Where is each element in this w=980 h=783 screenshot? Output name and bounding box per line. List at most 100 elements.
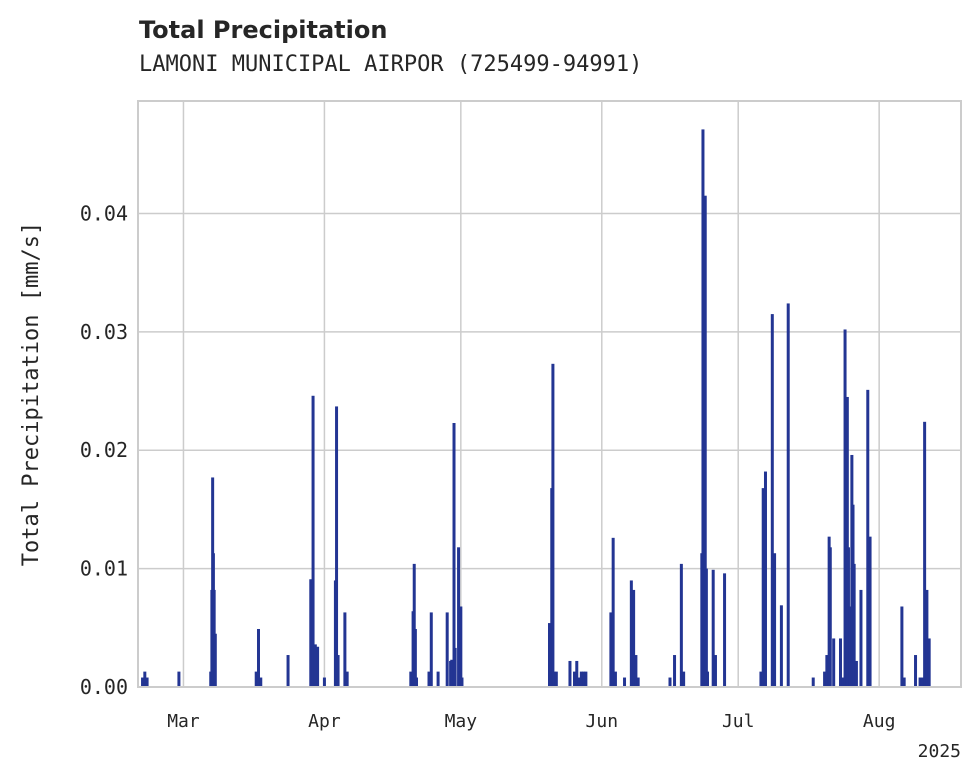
precipitation-bar — [854, 660, 858, 687]
precipitation-bar — [213, 633, 217, 687]
precipitation-bar — [548, 623, 551, 687]
precipitation-bar — [582, 671, 586, 687]
precipitation-bar — [868, 536, 872, 687]
grid-lines — [138, 101, 961, 688]
precipitation-bar — [811, 677, 815, 687]
precipitation-bar — [311, 395, 315, 687]
precipitation-bar — [673, 655, 677, 687]
precipitation-bar — [427, 671, 431, 687]
precipitation-bar — [841, 677, 845, 687]
precipitation-bar — [554, 671, 558, 687]
precipitation-bar — [759, 671, 763, 687]
precipitation-bar — [920, 677, 924, 687]
y-axis-ticks: 0.00 0.01 0.02 0.03 0.04 — [80, 201, 128, 699]
precipitation-bar — [413, 628, 417, 687]
precipitation-bar — [309, 579, 313, 687]
y-axis-label: Total Precipitation [mm/s] — [19, 222, 44, 566]
precipitation-bar — [412, 563, 416, 687]
x-axis-ticks: Mar Apr May Jun Jul Aug — [167, 711, 895, 732]
y-tick-label: 0.00 — [80, 675, 128, 699]
precipitation-bar — [453, 647, 457, 687]
precipitation-bar — [141, 677, 145, 687]
precipitation-bar — [845, 396, 849, 687]
precipitation-bar — [706, 671, 710, 687]
precipitation-bar — [832, 638, 836, 687]
y-tick-label: 0.04 — [80, 201, 128, 225]
precipitation-bar — [445, 612, 449, 687]
y-tick-label: 0.03 — [80, 320, 128, 344]
y-tick-label: 0.02 — [80, 438, 128, 462]
precipitation-bar — [460, 677, 464, 687]
x-tick-label: Mar — [167, 711, 200, 732]
precipitation-bar — [316, 646, 320, 687]
precipitation-bar — [704, 568, 708, 687]
x-axis-year-label: 2025 — [918, 741, 961, 762]
precipitation-bar — [577, 677, 581, 687]
precipitation-bar — [866, 389, 870, 687]
precipitation-bar — [927, 638, 931, 687]
precipitation-bar — [343, 612, 347, 687]
precipitation-bar — [703, 195, 707, 687]
precipitation-bar — [259, 677, 263, 687]
precipitation-bar — [613, 671, 617, 687]
precipitation-bar — [773, 553, 777, 687]
precipitation-bar — [322, 677, 326, 687]
chart-title: Total Precipitation — [139, 16, 388, 44]
precipitation-bar — [668, 677, 672, 687]
precipitation-bar — [409, 671, 413, 687]
precipitation-bar — [579, 671, 583, 687]
precipitation-bar — [925, 589, 929, 687]
precipitation-bar — [636, 677, 640, 687]
precipitation-bars — [141, 129, 931, 688]
precipitation-bar — [859, 589, 863, 687]
precipitation-bar — [763, 471, 767, 687]
precipitation-bar — [254, 671, 258, 687]
precipitation-bar — [629, 580, 633, 687]
precipitation-bar — [634, 655, 638, 687]
precipitation-bar — [568, 660, 572, 687]
precipitation-bar — [457, 547, 461, 687]
x-tick-label: May — [445, 711, 478, 732]
precipitation-bar — [770, 314, 774, 687]
precipitation-bar — [682, 671, 686, 687]
precipitation-bar — [611, 537, 615, 687]
precipitation-bar — [711, 569, 715, 687]
precipitation-bar — [779, 605, 783, 687]
x-tick-label: Apr — [308, 711, 341, 732]
precipitation-bar — [679, 563, 683, 687]
precipitation-bar — [902, 677, 906, 687]
precipitation-bar — [335, 406, 339, 687]
precipitation-bar — [459, 606, 463, 687]
precipitation-bar — [823, 671, 827, 687]
precipitation-bar — [143, 671, 147, 687]
y-tick-label: 0.01 — [80, 557, 128, 581]
precipitation-bar — [632, 589, 636, 687]
precipitation-bar — [415, 677, 419, 687]
precipitation-bar — [843, 329, 847, 687]
precipitation-bar — [914, 655, 918, 687]
precipitation-bar — [852, 563, 856, 687]
precipitation-bar — [452, 423, 456, 687]
precipitation-bar — [436, 671, 440, 687]
precipitation-bar — [177, 671, 181, 687]
precipitation-bar — [429, 612, 433, 687]
precipitation-bar — [828, 547, 832, 687]
precipitation-bar — [145, 677, 149, 687]
precipitation-bar — [573, 671, 577, 687]
precipitation-bar — [256, 628, 260, 687]
precipitation-bar — [713, 655, 717, 687]
x-tick-label: Jul — [722, 711, 755, 732]
precipitation-bar — [345, 671, 349, 687]
precipitation-bar — [551, 363, 555, 687]
precipitation-bar — [552, 671, 556, 687]
precipitation-bar — [623, 677, 627, 687]
precipitation-bar — [918, 677, 922, 687]
precipitation-bar — [313, 644, 317, 687]
x-tick-label: Aug — [863, 711, 896, 732]
precipitation-bar — [575, 660, 579, 687]
precipitation-bar — [723, 573, 727, 687]
chart-subtitle: LAMONI MUNICIPAL AIRPOR (725499-94991) — [139, 52, 643, 77]
plot-frame — [137, 100, 962, 688]
precipitation-bar — [900, 606, 904, 687]
